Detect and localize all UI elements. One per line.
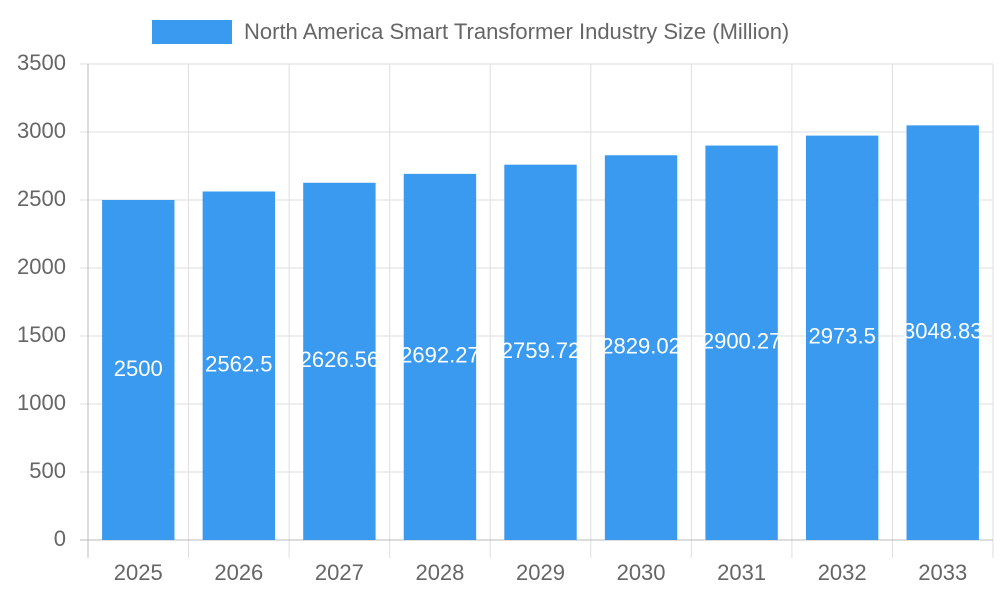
x-tick-label: 2029: [516, 560, 565, 585]
x-tick-label: 2028: [415, 560, 464, 585]
y-tick-label: 3500: [17, 50, 66, 75]
y-tick-label: 1000: [17, 390, 66, 415]
value-label: 2626.56: [300, 347, 380, 372]
y-tick-label: 2500: [17, 186, 66, 211]
x-tick-label: 2030: [617, 560, 666, 585]
x-tick-label: 2033: [918, 560, 967, 585]
bar: [906, 125, 979, 540]
value-label: 2562.5: [205, 352, 272, 377]
y-tick-label: 0: [54, 526, 66, 551]
bar: [705, 145, 778, 540]
bar: [604, 155, 678, 540]
y-tick-label: 500: [29, 458, 66, 483]
bar: [303, 182, 376, 540]
y-tick-label: 2000: [17, 254, 66, 279]
value-label: 2900.27: [702, 329, 782, 354]
bar: [202, 191, 276, 540]
value-label: 2500: [114, 356, 163, 381]
value-label: 3048.83: [903, 318, 983, 343]
bar: [403, 173, 477, 541]
y-tick-label: 3000: [17, 118, 66, 143]
value-label: 2829.02: [601, 333, 681, 358]
legend-label: North America Smart Transformer Industry…: [244, 19, 789, 44]
value-label: 2973.5: [809, 324, 876, 349]
value-label: 2692.27: [400, 343, 480, 368]
bar: [504, 164, 577, 540]
x-tick-label: 2031: [717, 560, 766, 585]
y-tick-label: 1500: [17, 322, 66, 347]
bar: [805, 135, 879, 540]
legend-swatch: [152, 20, 232, 44]
bar: [102, 200, 175, 540]
x-tick-label: 2025: [114, 560, 163, 585]
x-tick-label: 2026: [214, 560, 263, 585]
x-tick-label: 2032: [818, 560, 867, 585]
value-label: 2759.72: [501, 338, 581, 363]
x-tick-label: 2027: [315, 560, 364, 585]
